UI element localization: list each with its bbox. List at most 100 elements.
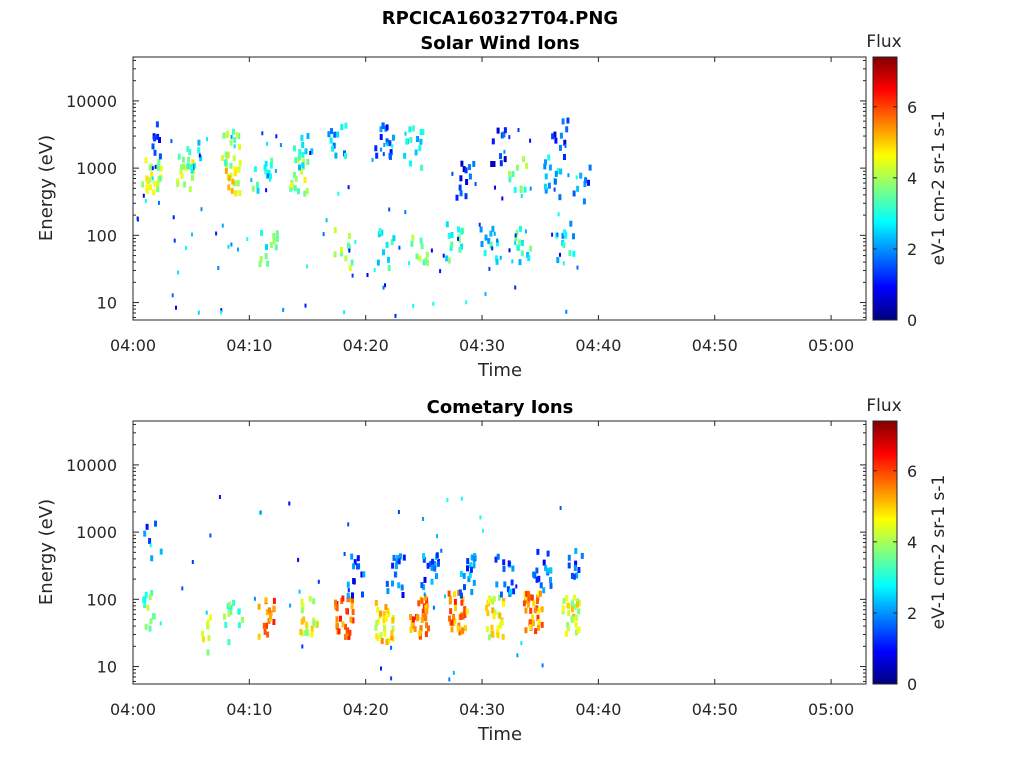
flux-cell (498, 622, 502, 629)
flux-cell (346, 592, 350, 599)
flux-cell (561, 118, 565, 125)
flux-cell (149, 618, 153, 625)
flux-cell (460, 243, 464, 250)
flux-cell (188, 186, 192, 193)
flux-cell (448, 677, 451, 682)
flux-cell (559, 168, 563, 175)
flux-cell (347, 596, 350, 602)
x-tick-label: 04:20 (343, 336, 389, 355)
flux-cell (573, 565, 577, 571)
flux-cell (143, 530, 147, 537)
flux-cell (172, 215, 175, 220)
y-tick-label: 100 (86, 590, 117, 609)
flux-cell (564, 144, 567, 148)
flux-cell (375, 633, 379, 640)
flux-cell (343, 552, 346, 556)
flux-cell (176, 181, 180, 188)
flux-cell (391, 144, 394, 149)
x-tick-label: 04:40 (575, 336, 621, 355)
flux-cell (459, 175, 463, 182)
flux-cell (237, 247, 239, 252)
flux-cell (275, 230, 279, 237)
flux-cell (340, 124, 344, 131)
flux-cell (450, 619, 454, 626)
flux-cell (450, 241, 454, 248)
flux-cell (349, 616, 353, 623)
flux-cell (152, 613, 156, 620)
colorbar-label-text: eV-1 cm-2 sr-1 s-1 (929, 475, 949, 630)
flux-cell (154, 520, 157, 527)
flux-cell (442, 253, 445, 258)
flux-cell (534, 628, 538, 635)
flux-cell (148, 176, 152, 183)
flux-cell (500, 619, 504, 626)
flux-cell (391, 562, 395, 569)
flux-cell (403, 152, 407, 159)
flux-cell (526, 601, 530, 608)
flux-cell (528, 624, 532, 631)
flux-cell (445, 221, 449, 228)
flux-cell (419, 625, 423, 632)
flux-cell (561, 232, 565, 239)
flux-cell (490, 630, 494, 637)
flux-cell (302, 616, 306, 623)
flux-cell (188, 163, 192, 170)
flux-cell (576, 601, 579, 608)
flux-cell (294, 157, 298, 164)
flux-cell (463, 625, 467, 632)
flux-cell (173, 238, 176, 243)
flux-cell (337, 191, 340, 196)
flux-cell (380, 147, 383, 152)
flux-cell (197, 139, 201, 146)
flux-cell (171, 293, 174, 298)
flux-cell (308, 595, 312, 602)
x-ticks: 04:00 04:10 04:20 04:30 04:40 04:50 05:00 (110, 57, 854, 355)
flux-cell (221, 155, 224, 162)
flux-cell (215, 231, 218, 236)
flux-cell (297, 557, 300, 562)
flux-cell (520, 250, 524, 257)
flux-cell (312, 598, 316, 605)
flux-cell (229, 139, 233, 146)
y-axis-label: Energy (eV) (36, 499, 57, 605)
flux-cell (563, 154, 566, 160)
flux-cell (233, 180, 236, 187)
flux-cell (462, 166, 466, 173)
flux-cell (424, 615, 428, 622)
flux-cell (269, 162, 273, 169)
flux-cell (547, 154, 551, 161)
flux-cell (191, 232, 193, 237)
flux-cell (312, 619, 316, 626)
flux-cell (159, 621, 162, 626)
flux-cell (502, 559, 506, 566)
flux-cell (158, 137, 161, 143)
flux-cell (420, 617, 424, 623)
flux-cell (272, 597, 276, 604)
flux-cell (422, 259, 426, 266)
flux-cell (233, 136, 237, 143)
colorbar (872, 420, 898, 685)
flux-cell (351, 609, 355, 615)
flux-cell (460, 160, 464, 167)
flux-cell (234, 190, 238, 197)
flux-cell (175, 305, 177, 310)
flux-cell (576, 185, 580, 192)
flux-cell (154, 164, 157, 169)
flux-cell (191, 159, 195, 166)
flux-cell (460, 599, 464, 606)
flux-cell (425, 622, 428, 629)
flux-cell (405, 138, 409, 145)
flux-cell (253, 596, 256, 601)
colorbar-label-text: eV-1 cm-2 sr-1 s-1 (929, 111, 949, 266)
flux-cell (567, 554, 571, 561)
flux-cell (218, 495, 221, 499)
flux-cell (565, 309, 568, 314)
flux-cell (416, 136, 420, 142)
flux-cell (376, 618, 380, 625)
flux-cell (542, 587, 546, 594)
flux-cell (272, 232, 276, 239)
flux-cell (537, 575, 541, 582)
flux-cell (340, 250, 344, 257)
flux-cell (474, 182, 477, 186)
flux-cell (301, 162, 305, 169)
